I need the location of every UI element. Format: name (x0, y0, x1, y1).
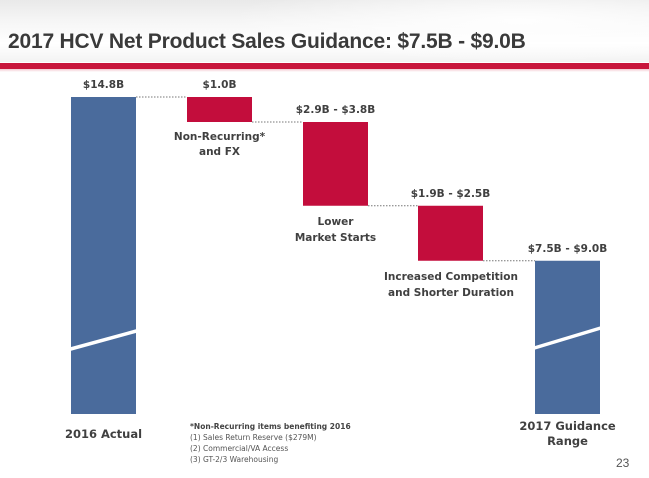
connector-lines (136, 96, 535, 262)
category-label-competition-line1: Increased Competition (384, 271, 518, 283)
category-label-guidance-line1: 2017 Guidance (519, 419, 616, 433)
category-labels: 2016 Actual Non-Recurring* and FX Lower … (65, 131, 616, 448)
title-rule (0, 63, 649, 69)
bars (71, 97, 600, 414)
bar-2016-actual (71, 97, 136, 414)
value-label-2017-guidance: $7.5B - $9.0B (528, 243, 608, 255)
value-label-lower-market-starts: $2.9B - $3.8B (296, 104, 376, 116)
value-label-increased-competition: $1.9B - $2.5B (411, 188, 491, 200)
value-label-non-recurring: $1.0B (203, 79, 237, 91)
axis-breaks (66, 325, 605, 352)
category-label-guidance-line2: Range (547, 434, 588, 448)
category-label-lower-market-line1: Lower (318, 216, 355, 228)
footnote-item: (3) GT-2/3 Warehousing (190, 455, 279, 464)
title-rule-shadow (0, 69, 649, 72)
footnote-item: (1) Sales Return Reserve ($279M) (190, 433, 317, 442)
category-label-2016-actual: 2016 Actual (65, 427, 142, 441)
page-number: 23 (616, 456, 630, 470)
value-label-2016-actual: $14.8B (83, 79, 124, 91)
footnote: *Non-Recurring items benefiting 2016 (1)… (190, 421, 351, 465)
bar-increased-competition (418, 205, 483, 261)
category-label-lower-market-line2: Market Starts (295, 232, 376, 244)
axis-break-2016-actual (66, 328, 141, 352)
slide-title: 2017 HCV Net Product Sales Guidance: $7.… (8, 30, 526, 53)
category-label-non-recurring-line1: Non-Recurring* (174, 131, 266, 143)
header-decoration (0, 0, 649, 62)
bar-non-recurring (187, 97, 252, 122)
category-label-competition-line2: and Shorter Duration (388, 287, 514, 299)
footnote-heading: *Non-Recurring items benefiting 2016 (190, 422, 351, 431)
footnote-item: (2) Commercial/VA Access (190, 444, 289, 453)
bar-lower-market-starts (303, 122, 368, 206)
axis-break-2017-guidance (530, 325, 605, 351)
value-labels: $14.8B $1.0B $2.9B - $3.8B $1.9B - $2.5B… (83, 79, 607, 255)
category-label-non-recurring-line2: and FX (199, 146, 240, 158)
